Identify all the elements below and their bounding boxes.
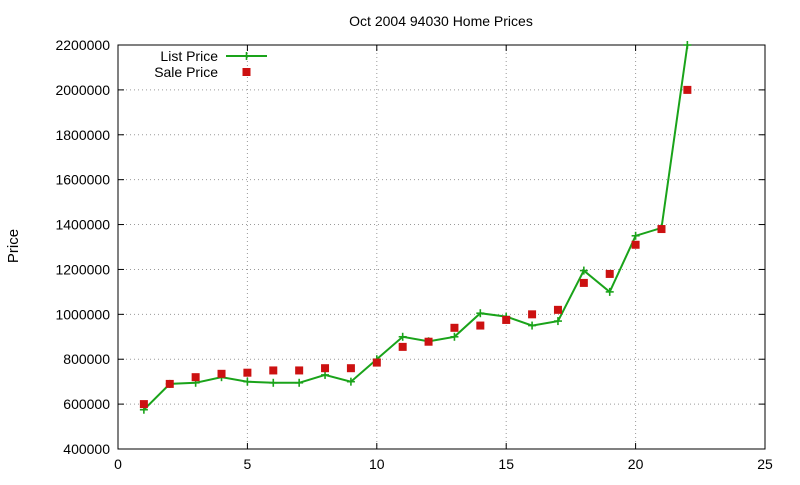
sale-price-point [295, 366, 304, 375]
y-tick-label: 800000 [63, 351, 110, 367]
list-price-point [579, 266, 588, 275]
sale-price-point [631, 240, 640, 249]
axis-ticks: 0 5 10 15 20 25 400000 600000 800000 1000000 12000… [55, 37, 773, 472]
sale-price-point [605, 269, 614, 278]
list-price-point [321, 370, 330, 379]
list-price-point [269, 378, 278, 387]
x-tick-label: 5 [244, 456, 252, 472]
sale-price-point [476, 321, 485, 330]
x-tick-label: 15 [498, 456, 514, 472]
plot-border [117, 44, 766, 450]
sale-price-point [165, 379, 174, 388]
sale-price-point [346, 364, 355, 373]
list-price-point [631, 231, 640, 240]
legend-square-marker [242, 68, 251, 76]
sale-price-point [528, 310, 537, 319]
y-axis-label: Price [5, 229, 22, 263]
list-price-point [450, 332, 459, 341]
x-tick-label: 10 [369, 456, 385, 472]
sale-price-point [372, 358, 381, 367]
y-tick-label: 400000 [63, 441, 110, 457]
sale-price-point [683, 85, 692, 94]
list-price-point [243, 377, 252, 386]
sale-price-point [191, 373, 200, 382]
y-tick-label: 1600000 [55, 172, 110, 188]
list-price-point [346, 377, 355, 386]
sale-price-point [269, 366, 278, 375]
legend-label: Sale Price [154, 64, 218, 80]
chart-title: Oct 2004 94030 Home Prices [349, 13, 533, 29]
series [139, 41, 692, 414]
list-price-point [683, 41, 692, 49]
sale-price-point [450, 323, 459, 332]
y-tick-label: 1400000 [55, 217, 110, 233]
x-tick-label: 25 [757, 456, 773, 472]
y-tick-label: 2000000 [55, 82, 110, 98]
list-price-point [553, 317, 562, 326]
y-tick-label: 1000000 [55, 306, 110, 322]
list-price-point [398, 332, 407, 341]
list-price-point [295, 378, 304, 387]
sale-price-point [424, 337, 433, 346]
sale-price-point [243, 368, 252, 377]
y-tick-label: 1800000 [55, 127, 110, 143]
legend-label: List Price [160, 48, 218, 64]
y-tick-label: 1200000 [55, 261, 110, 277]
sale-price-point [217, 369, 226, 378]
y-tick-label: 2200000 [55, 37, 110, 53]
list-price-point [528, 321, 537, 330]
sale-price-point [139, 400, 148, 409]
list-price-line [143, 44, 689, 411]
grid [118, 45, 765, 449]
sale-price-point [398, 342, 407, 351]
sale-price-point [657, 225, 666, 234]
sale-price-point [321, 364, 330, 373]
sale-price-point [579, 278, 588, 287]
sale-price-point [502, 315, 511, 324]
sale-price-point [553, 305, 562, 314]
x-tick-label: 0 [114, 456, 122, 472]
list-price-point [476, 309, 485, 318]
y-tick-label: 600000 [63, 396, 110, 412]
legend-cross-marker [242, 52, 251, 60]
x-tick-label: 20 [628, 456, 644, 472]
list-price-point [605, 287, 614, 296]
